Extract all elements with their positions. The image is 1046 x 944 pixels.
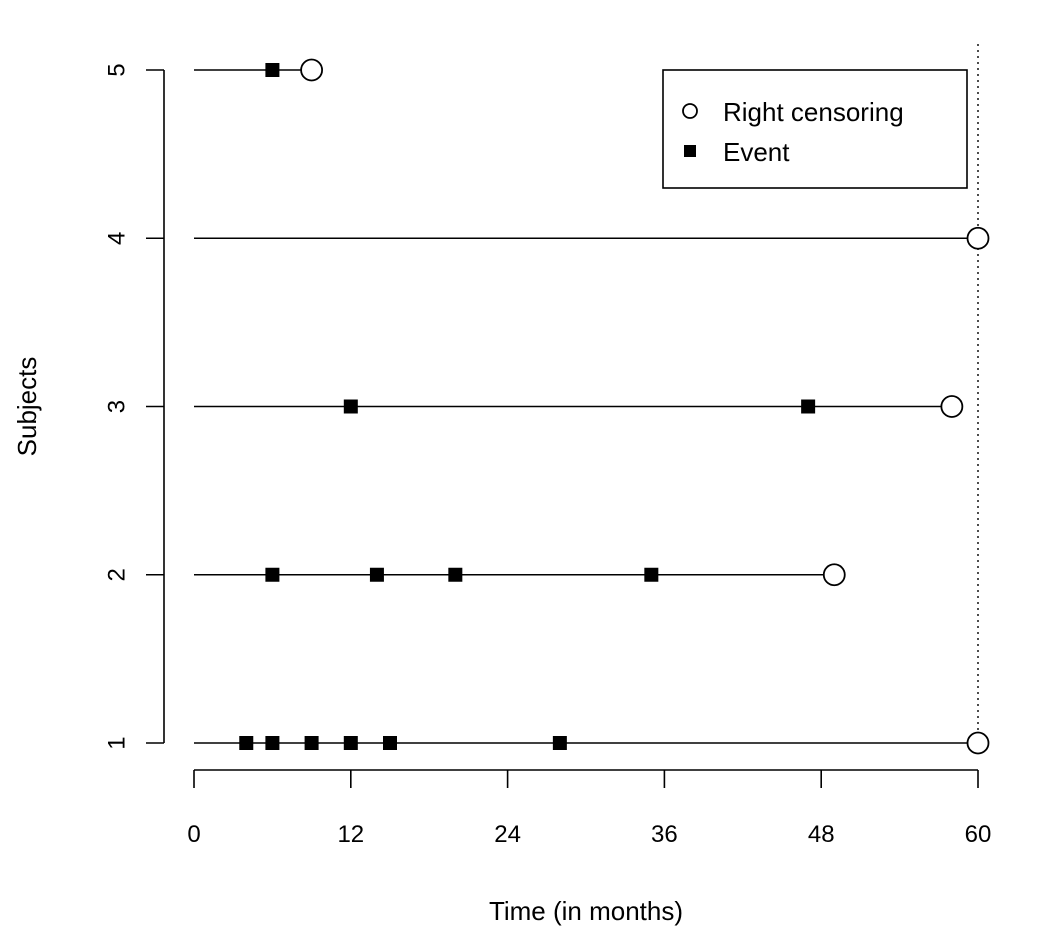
event-marker (383, 736, 397, 750)
x-tick-label-48: 48 (808, 821, 835, 848)
event-marker (265, 567, 280, 582)
censoring-marker (940, 395, 964, 418)
subject-4-timeline (194, 226, 990, 250)
event-marker (265, 63, 280, 77)
event-marker (265, 736, 280, 750)
event-marker (343, 399, 358, 414)
subject-3-timeline (194, 395, 964, 418)
subject-1-timeline (194, 731, 990, 755)
censoring-marker (966, 226, 990, 250)
x-axis-title: Time (in months) (489, 896, 683, 926)
censoring-marker (966, 731, 990, 755)
x-tick-label-12: 12 (337, 821, 364, 848)
x-tick-label-0: 0 (187, 821, 200, 848)
event-marker (448, 567, 463, 582)
legend-event-label: Event (723, 137, 790, 167)
legend-event-marker (684, 145, 696, 157)
y-axis-title: Subjects (12, 357, 42, 457)
legend-box (662, 69, 968, 189)
event-marker (343, 736, 358, 750)
y-tick-label-1: 1 (103, 736, 130, 749)
legend-censoring-label: Right censoring (723, 97, 904, 127)
legend-censoring-marker (682, 103, 698, 119)
x-tick-label-24: 24 (494, 821, 521, 848)
event-marker (644, 567, 659, 582)
x-tick-label-60: 60 (965, 821, 992, 848)
censoring-marker (300, 58, 324, 82)
event-marker (304, 736, 319, 750)
censoring-marker (822, 563, 846, 587)
event-marker (369, 567, 384, 582)
x-tick-label-36: 36 (651, 821, 678, 848)
legend: Right censoring Event (662, 69, 968, 189)
event-marker (552, 736, 567, 750)
y-tick-label-4: 4 (103, 232, 130, 245)
y-tick-label-2: 2 (103, 568, 130, 581)
x-ticks: 0 12 24 36 48 60 (187, 770, 991, 848)
y-tick-label-5: 5 (103, 63, 130, 76)
subject-timelines (194, 58, 990, 755)
y-ticks: 1 2 3 4 5 (103, 63, 164, 750)
subject-2-timeline (194, 563, 846, 587)
y-tick-label-3: 3 (103, 400, 130, 413)
event-marker (239, 736, 254, 750)
event-marker (801, 399, 816, 414)
subject-5-timeline (194, 58, 324, 82)
